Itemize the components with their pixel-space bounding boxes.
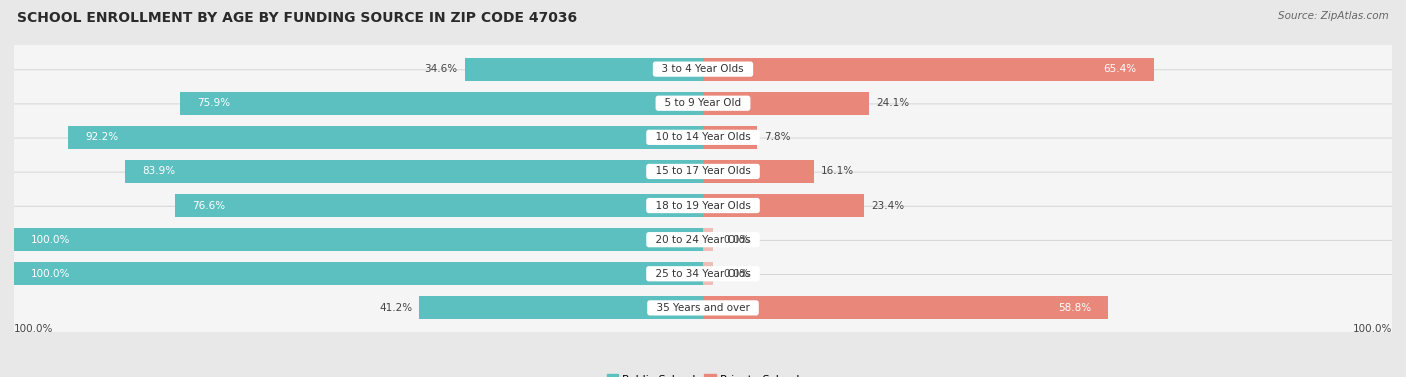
Bar: [703, 92, 869, 115]
Text: 15 to 17 Year Olds: 15 to 17 Year Olds: [648, 166, 758, 176]
Bar: [419, 296, 703, 319]
Text: 10 to 14 Year Olds: 10 to 14 Year Olds: [650, 132, 756, 143]
FancyBboxPatch shape: [11, 104, 1395, 171]
Text: 65.4%: 65.4%: [1104, 64, 1136, 74]
Text: 100.0%: 100.0%: [1353, 324, 1392, 334]
Bar: [125, 160, 703, 183]
Bar: [67, 126, 703, 149]
Text: 7.8%: 7.8%: [763, 132, 790, 143]
Text: 18 to 19 Year Olds: 18 to 19 Year Olds: [648, 201, 758, 211]
Text: 25 to 34 Year Olds: 25 to 34 Year Olds: [648, 269, 758, 279]
Text: 3 to 4 Year Olds: 3 to 4 Year Olds: [655, 64, 751, 74]
Text: 83.9%: 83.9%: [142, 166, 176, 176]
FancyBboxPatch shape: [11, 70, 1395, 136]
FancyBboxPatch shape: [11, 138, 1395, 205]
Text: Source: ZipAtlas.com: Source: ZipAtlas.com: [1278, 11, 1389, 21]
Bar: [176, 194, 703, 217]
Bar: [703, 262, 713, 285]
Text: 100.0%: 100.0%: [14, 324, 53, 334]
Bar: [14, 262, 703, 285]
Bar: [703, 296, 1108, 319]
Bar: [180, 92, 703, 115]
Text: 58.8%: 58.8%: [1057, 303, 1091, 313]
Text: 76.6%: 76.6%: [193, 201, 225, 211]
Bar: [703, 194, 865, 217]
Bar: [703, 160, 814, 183]
Text: 92.2%: 92.2%: [84, 132, 118, 143]
Text: 34.6%: 34.6%: [425, 64, 458, 74]
Text: 35 Years and over: 35 Years and over: [650, 303, 756, 313]
Bar: [14, 228, 703, 251]
Text: 75.9%: 75.9%: [197, 98, 231, 108]
Text: 0.0%: 0.0%: [724, 269, 749, 279]
Text: 100.0%: 100.0%: [31, 269, 70, 279]
Text: 5 to 9 Year Old: 5 to 9 Year Old: [658, 98, 748, 108]
Text: 41.2%: 41.2%: [380, 303, 412, 313]
FancyBboxPatch shape: [11, 36, 1395, 103]
Text: 20 to 24 Year Olds: 20 to 24 Year Olds: [650, 234, 756, 245]
Text: 100.0%: 100.0%: [31, 234, 70, 245]
Text: 23.4%: 23.4%: [872, 201, 904, 211]
FancyBboxPatch shape: [11, 274, 1395, 341]
FancyBboxPatch shape: [11, 172, 1395, 239]
Text: SCHOOL ENROLLMENT BY AGE BY FUNDING SOURCE IN ZIP CODE 47036: SCHOOL ENROLLMENT BY AGE BY FUNDING SOUR…: [17, 11, 576, 25]
Bar: [703, 228, 713, 251]
FancyBboxPatch shape: [11, 241, 1395, 307]
Bar: [703, 58, 1153, 81]
Bar: [703, 126, 756, 149]
FancyBboxPatch shape: [11, 206, 1395, 273]
Text: 0.0%: 0.0%: [724, 234, 749, 245]
Bar: [464, 58, 703, 81]
Text: 24.1%: 24.1%: [876, 98, 910, 108]
Legend: Public School, Private School: Public School, Private School: [602, 370, 804, 377]
Text: 16.1%: 16.1%: [821, 166, 853, 176]
